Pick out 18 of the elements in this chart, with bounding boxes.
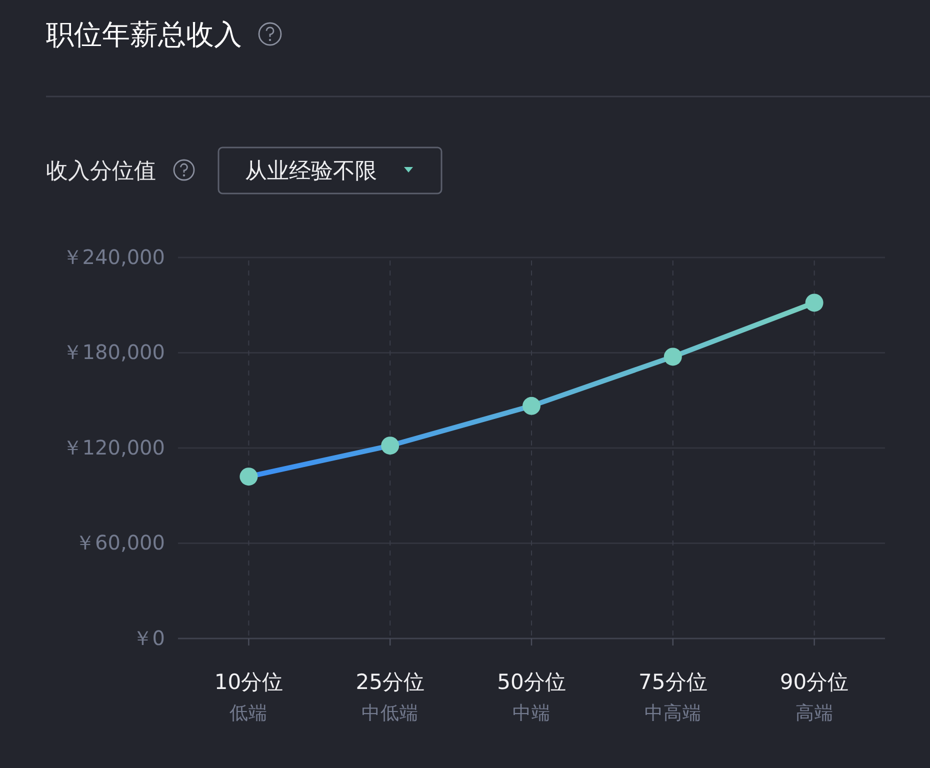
y-tick-label: ￥120,000: [62, 435, 165, 460]
y-tick-label: ￥60,000: [75, 530, 165, 555]
point: [240, 468, 258, 486]
point: [522, 396, 540, 415]
text: 从业经验不限: [245, 159, 377, 184]
y-tick-label: ￥180,000: [62, 340, 165, 364]
x-tick-label: 25分位中低端: [356, 670, 424, 724]
y-tick-label: ￥0: [132, 626, 165, 650]
point: [664, 348, 682, 366]
y-tick-label: ￥240,000: [62, 244, 165, 269]
point: [381, 436, 400, 455]
x-tick-label: 90分位高端: [780, 670, 849, 724]
x-tick-label: 75分位中高端: [638, 670, 708, 724]
x-tick-label: 50分位中端: [497, 670, 566, 724]
point: [805, 294, 824, 312]
x-tick-label: 10分位低端: [214, 670, 284, 724]
chart-subtitle: 收入分位值: [46, 159, 156, 184]
chart-title: 职位年薪总收入: [46, 18, 242, 51]
